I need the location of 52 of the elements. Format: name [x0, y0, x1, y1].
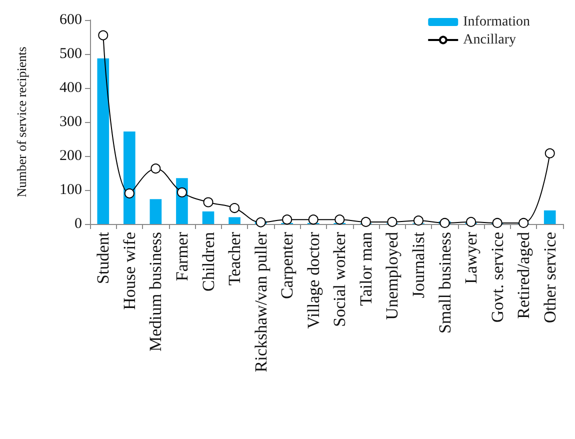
- x-tick-label: Carpenter: [278, 232, 297, 300]
- point: [256, 217, 266, 228]
- x-tick-label: Lawyer: [462, 232, 481, 284]
- point: [98, 30, 108, 40]
- bar: [544, 210, 556, 224]
- x-tick-label: Farmer: [172, 232, 192, 282]
- point: [492, 218, 502, 228]
- x-tick-label: Teacher: [225, 232, 244, 286]
- point: [282, 214, 292, 225]
- y-tick-label: 400: [60, 80, 82, 96]
- point: [124, 188, 134, 198]
- y-axis-title: Number of service recipients: [14, 46, 29, 198]
- bar: [150, 199, 162, 224]
- point: [334, 214, 345, 225]
- x-tick-label: Social worker: [330, 232, 350, 327]
- x-tick-label: Retired/aged: [514, 232, 534, 319]
- legend-label: Ancillary: [463, 32, 516, 48]
- x-tick-label: Small business: [435, 232, 454, 334]
- x-tick-label: Medium business: [146, 232, 166, 352]
- bar: [202, 211, 214, 224]
- point: [466, 216, 476, 227]
- y-tick-label: 200: [60, 148, 82, 164]
- x-tick-label: Rickshaw/van puller: [251, 232, 270, 372]
- x-tick-label: Village doctor: [304, 232, 323, 329]
- y-tick-label: 600: [60, 12, 82, 28]
- bar: [124, 132, 136, 224]
- x-tick-label: Student: [94, 232, 113, 284]
- point: [387, 216, 398, 227]
- point: [308, 214, 318, 225]
- legend-label: Information: [463, 14, 530, 30]
- point: [176, 187, 187, 198]
- x-tick-label: House wife: [120, 232, 139, 310]
- x-tick-label: Journalist: [408, 232, 428, 298]
- x-tick-label: Other service: [540, 232, 560, 324]
- point: [518, 218, 529, 228]
- point: [150, 164, 161, 174]
- x-tick-label: Unemployed: [382, 232, 402, 320]
- y-tick-label: 500: [60, 46, 82, 62]
- x-tick-label: Children: [198, 232, 218, 292]
- point: [544, 148, 555, 158]
- point: [203, 197, 214, 208]
- bar: [228, 217, 240, 224]
- y-tick-label: 0: [74, 216, 82, 232]
- point: [360, 216, 371, 227]
- point: [440, 218, 450, 228]
- point: [230, 203, 240, 214]
- y-tick-label: 100: [60, 182, 82, 198]
- x-tick-label: Govt. service: [488, 232, 507, 323]
- x-tick-label: Tailor man: [356, 232, 376, 306]
- point: [413, 216, 424, 226]
- bar: [97, 58, 110, 224]
- y-tick-label: 300: [60, 114, 82, 130]
